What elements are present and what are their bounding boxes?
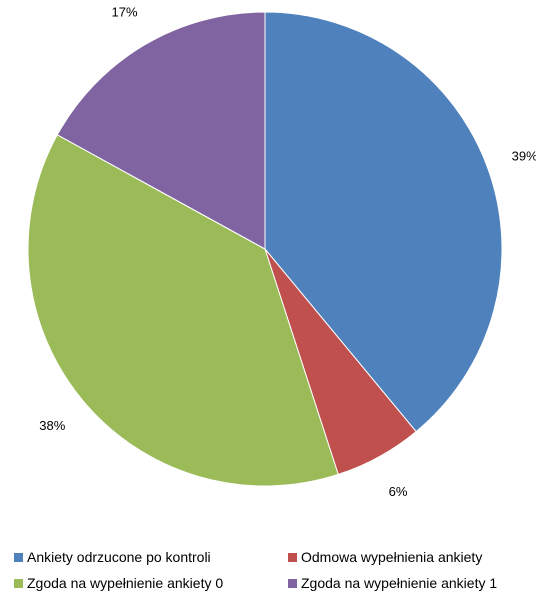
legend-swatch bbox=[288, 578, 297, 588]
legend-item: Odmowa wypełnienia ankiety bbox=[288, 544, 482, 570]
legend: Ankiety odrzucone po kontroli Odmowa wyp… bbox=[14, 544, 497, 596]
pie-data-label: 6% bbox=[389, 484, 408, 499]
legend-swatch bbox=[288, 552, 297, 562]
pie-data-labels: 39% 6% 38% 17% bbox=[39, 4, 536, 499]
legend-label: Ankiety odrzucone po kontroli bbox=[27, 549, 211, 565]
legend-label: Zgoda na wypełnienie ankiety 1 bbox=[301, 575, 498, 591]
legend-item: Zgoda na wypełnienie ankiety 1 bbox=[288, 570, 497, 596]
legend-row: Ankiety odrzucone po kontroli Odmowa wyp… bbox=[14, 544, 497, 570]
legend-swatch bbox=[14, 578, 23, 588]
pie-data-label: 39% bbox=[512, 149, 536, 164]
legend-label: Odmowa wypełnienia ankiety bbox=[301, 549, 483, 565]
legend-swatch bbox=[14, 552, 23, 562]
pie-slices bbox=[27, 11, 503, 487]
pie-slice bbox=[56, 11, 266, 250]
pie-chart: 39% 6% 38% 17% bbox=[27, 4, 536, 499]
legend-item: Zgoda na wypełnienie ankiety 0 bbox=[14, 570, 288, 596]
pie-slice bbox=[27, 134, 339, 487]
pie-slice bbox=[264, 11, 503, 433]
legend-label: Zgoda na wypełnienie ankiety 0 bbox=[27, 575, 224, 591]
pie-data-label: 38% bbox=[39, 418, 65, 433]
pie-data-label: 17% bbox=[111, 4, 137, 19]
legend-item: Ankiety odrzucone po kontroli bbox=[14, 544, 288, 570]
legend-row: Zgoda na wypełnienie ankiety 0 Zgoda na … bbox=[14, 570, 497, 596]
